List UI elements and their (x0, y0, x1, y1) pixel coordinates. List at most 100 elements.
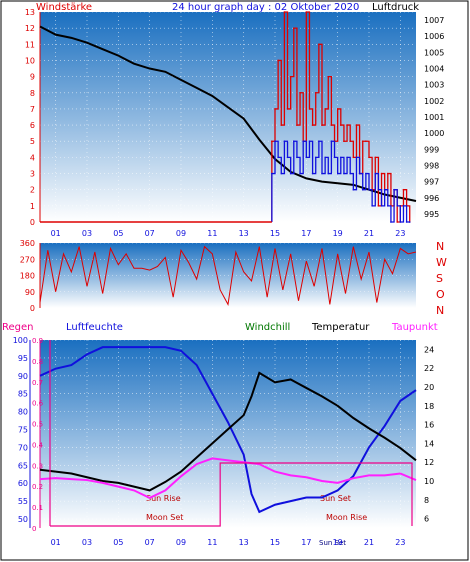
wind-gust-point (330, 140, 333, 143)
wind-gust-point (405, 221, 408, 223)
annotation-moon-rise: Moon Rise (326, 513, 367, 522)
p3-humidity-tick-label: 85 (18, 390, 28, 399)
p3-x-tick-label: 13 (239, 538, 249, 547)
wind-gust-point (321, 172, 323, 175)
wind-dir-letter-n-top: N (436, 240, 444, 253)
wind-speed-point (321, 124, 323, 126)
p1-right-tick-label: 1000 (424, 129, 444, 138)
p1-left-tick-label: 8 (30, 89, 35, 98)
label-temperatur: Temperatur (311, 322, 370, 333)
wind-speed-point (365, 140, 367, 143)
p3-rain-tick-label: 0.8 (32, 358, 43, 366)
p3-humidity-tick-label: 90 (18, 372, 28, 381)
wind-gust-point (311, 172, 314, 175)
wind-gust-point (387, 205, 389, 207)
p1-x-tick-label: 15 (270, 229, 280, 238)
wind-speed-line (271, 11, 411, 223)
label-windchill: Windchill (245, 322, 290, 333)
wind-speed-point (283, 11, 286, 13)
annotation-sun-set-tick: Sun Set (319, 539, 346, 547)
wind-gust-point (277, 156, 279, 159)
wind-speed-point (286, 108, 289, 110)
p1-left-tick-label: 4 (30, 153, 35, 162)
annotation-sun-rise: Sun Rise (146, 494, 181, 503)
wind-gust-point (286, 156, 289, 159)
wind-gust-point (305, 156, 308, 159)
wind-gust-point (377, 188, 380, 191)
p2-tick-label: 0 (30, 304, 35, 313)
p1-left-tick-label: 12 (25, 24, 35, 33)
p1-x-tick-label: 13 (239, 229, 249, 238)
p3-temperature-tick-label: 18 (424, 402, 434, 411)
p1-x-tick-label: 11 (207, 229, 217, 238)
p1-x-tick-label: 01 (51, 229, 61, 238)
wind-speed-point (402, 188, 405, 191)
p1-left-tick-label: 0 (30, 218, 35, 227)
p3-humidity-tick-label: 50 (18, 515, 28, 524)
p1-left-tick-label: 5 (30, 137, 35, 146)
p3-temperature-tick-label: 8 (424, 496, 429, 505)
chart-dynamic-layer: 0123456789101112139959969979989991000100… (13, 8, 445, 547)
wind-gust-line (271, 140, 410, 223)
p3-humidity-tick-label: 75 (18, 426, 28, 435)
wind-gust-point (343, 172, 345, 175)
p1-left-tick-label: 2 (30, 186, 35, 195)
wind-speed-point (327, 75, 330, 78)
wind-speed-point (305, 11, 308, 13)
wind-dir-letter-w: W (436, 256, 447, 269)
p1-right-tick-label: 998 (424, 161, 439, 170)
wind-speed-point (289, 75, 292, 78)
label-taupunkt: Taupunkt (391, 322, 438, 333)
wind-gust-point (333, 156, 336, 159)
wind-speed-point (355, 124, 358, 126)
wind-speed-point (271, 140, 273, 143)
p3-temperature-tick-label: 24 (424, 345, 434, 354)
p3-rain-tick-label: 0.4 (32, 441, 44, 449)
p3-rain-tick-label: 0.7 (32, 379, 43, 387)
wind-gust-point (296, 156, 298, 159)
wind-gust-point (289, 172, 292, 175)
wind-gust-point (302, 140, 305, 143)
p1-x-tick-label: 03 (82, 229, 92, 238)
p3-x-tick-label: 11 (207, 538, 217, 547)
p1-right-tick-label: 1001 (424, 113, 444, 122)
annotation-moon-set: Moon Set (146, 513, 183, 522)
p3-temperature-tick-label: 14 (424, 439, 434, 448)
p3-x-tick-label: 23 (395, 538, 405, 547)
p3-x-tick-label: 19 (333, 538, 343, 547)
wind-gust-point (340, 156, 342, 159)
wind-speed-point (296, 124, 298, 126)
wind-speed-point (377, 205, 380, 207)
p1-right-tick-label: 1007 (424, 16, 444, 25)
wind-gust-point (368, 188, 370, 191)
wind-gust-point (371, 205, 373, 207)
wind-speed-point (368, 156, 370, 159)
p1-right-tick-label: 996 (424, 194, 439, 203)
p1-left-tick-label: 7 (30, 105, 35, 114)
wind-gust-point (280, 172, 283, 175)
wind-gust-point (349, 172, 352, 175)
wind-speed-point (340, 124, 342, 126)
wind-speed-point (280, 124, 283, 126)
label-luftfeuchte: Luftfeuchte (66, 322, 123, 333)
p1-right-tick-label: 1002 (424, 97, 444, 106)
p1-x-tick-label: 07 (145, 229, 155, 238)
wind-speed-point (361, 140, 364, 143)
wind-dir-letter-n-bottom: N (436, 304, 444, 317)
wind-gust-point (308, 140, 311, 143)
p1-left-tick-label: 10 (25, 56, 35, 65)
p3-temperature-tick-label: 16 (424, 421, 434, 430)
wind-gust-point (352, 188, 355, 191)
wind-gust-point (299, 172, 301, 175)
wind-dir-letter-o: O (436, 288, 445, 301)
p3-rain-tick-label: 0.5 (32, 421, 43, 429)
p3-x-tick-label: 21 (364, 538, 374, 547)
dewpoint-line (39, 457, 417, 500)
p3-humidity-tick-label: 95 (18, 354, 28, 363)
p3-humidity-tick-label: 55 (18, 497, 28, 506)
annotation-sun-set: Sun Set (320, 494, 351, 503)
p1-left-tick-label: 3 (30, 170, 35, 179)
wind-speed-point (330, 124, 333, 126)
